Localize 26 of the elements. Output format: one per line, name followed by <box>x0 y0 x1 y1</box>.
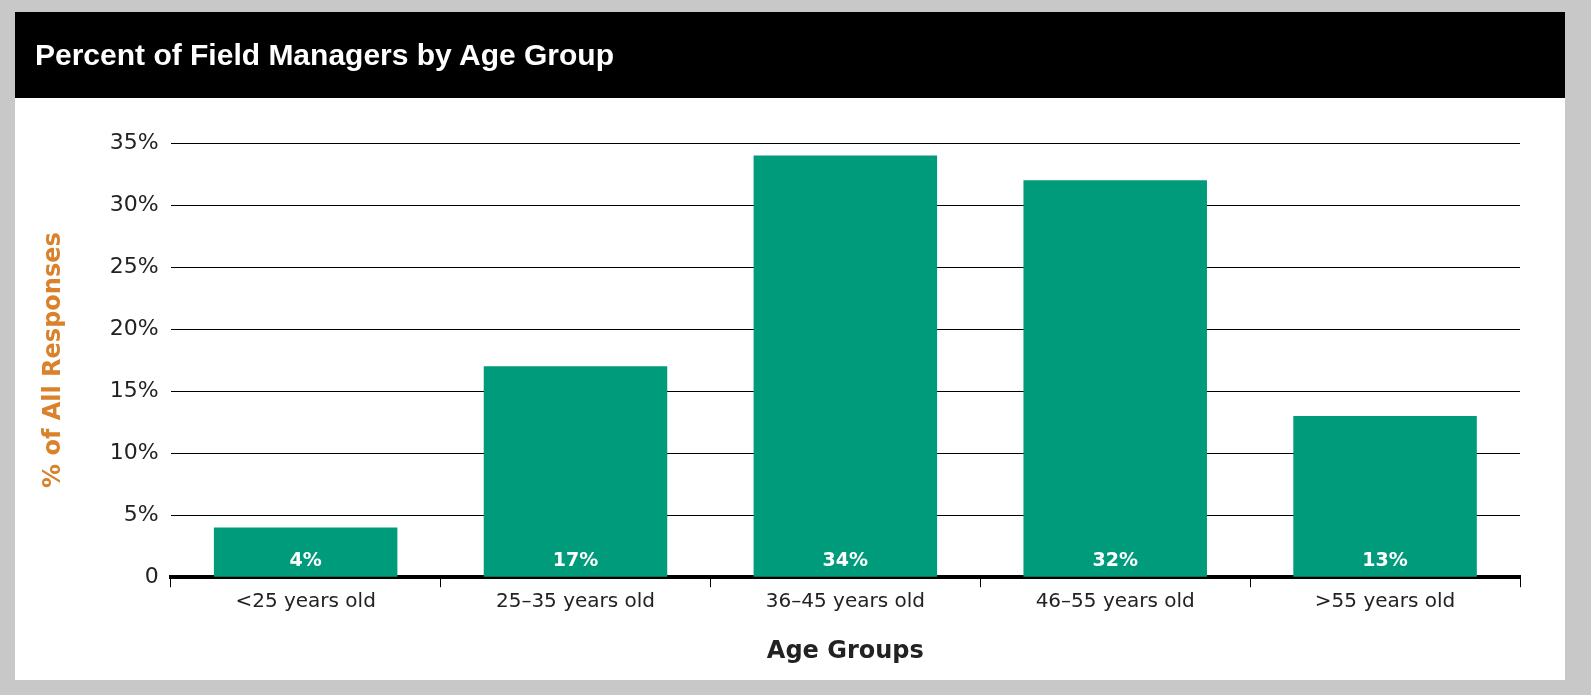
data-label: 17% <box>552 548 599 571</box>
y-tick-label: 5% <box>123 500 159 526</box>
y-tick-label: 10% <box>109 438 159 464</box>
x-tick-label: <25 years old <box>235 588 376 613</box>
data-label: 4% <box>289 548 322 571</box>
data-label: 34% <box>822 548 869 571</box>
y-tick-label: 35% <box>109 128 159 154</box>
data-label: 32% <box>1092 548 1138 571</box>
y-tick-label: 25% <box>109 252 159 278</box>
bar <box>213 527 398 577</box>
bar <box>483 366 668 577</box>
chart-title: Percent of Field Managers by Age Group <box>15 12 1565 98</box>
y-tick-label: 30% <box>109 190 159 216</box>
y-tick-label: 0 <box>144 562 159 588</box>
x-tick-label: 46–55 years old <box>1035 588 1195 613</box>
y-axis-title: % of All Responses <box>37 232 66 488</box>
bar <box>1293 415 1477 577</box>
x-tick-label: >55 years old <box>1314 588 1456 613</box>
y-tick-label: 20% <box>109 314 159 340</box>
x-tick-label: 36–45 years old <box>765 588 925 613</box>
bar <box>1023 180 1207 577</box>
bar <box>753 155 938 577</box>
data-label: 13% <box>1362 548 1408 571</box>
y-tick-label: 15% <box>109 376 159 402</box>
x-axis-title: Age Groups <box>766 635 924 664</box>
x-tick-label: 25–35 years old <box>495 588 656 613</box>
